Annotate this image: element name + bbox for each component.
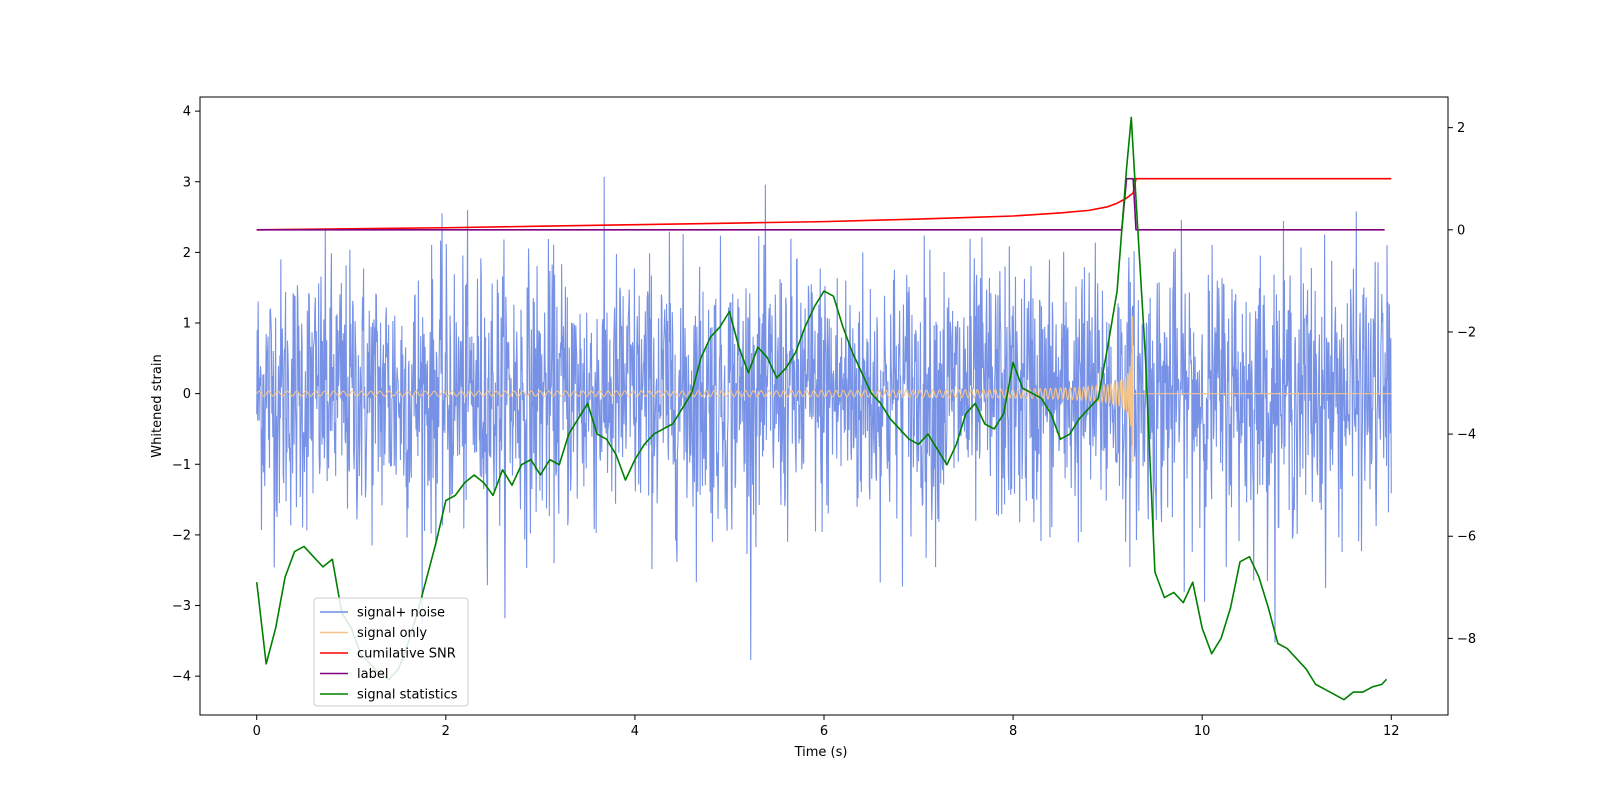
x-tick-label: 6: [820, 724, 828, 739]
legend-label: cumilative SNR: [357, 647, 456, 662]
y2-tick-label: −8: [1457, 632, 1476, 647]
x-tick-label: 4: [631, 724, 639, 739]
y2-tick-label: −2: [1457, 325, 1476, 340]
y2-tick-label: −4: [1457, 428, 1476, 443]
series-layer: [255, 116, 1392, 701]
series-signal-only: [256, 316, 1392, 462]
legend-label: signal statistics: [357, 688, 458, 703]
x-tick-label: 12: [1383, 724, 1400, 739]
series-cumulative-snr: [256, 177, 1392, 231]
y-tick-label: 3: [183, 175, 191, 190]
y-tick-label: 2: [183, 246, 191, 261]
x-tick-label: 2: [442, 724, 450, 739]
y-tick-label: 0: [183, 387, 191, 402]
legend-label: label: [357, 667, 388, 682]
legend-label: signal+ noise: [357, 606, 445, 621]
y-tick-label: 4: [183, 105, 191, 120]
y-tick-label: 1: [183, 317, 191, 332]
series-label: [256, 177, 1385, 231]
y-tick-label: −2: [172, 528, 191, 543]
y-tick-label: −1: [172, 458, 191, 473]
x-axis-label: Time (s): [794, 745, 848, 760]
series-signal-statistics: [255, 116, 1388, 701]
legend-box: [313, 597, 469, 707]
y-tick-label: −4: [172, 670, 191, 685]
series-signal-noise: [256, 176, 1392, 660]
y-axis-label: Whitened strain: [150, 354, 165, 457]
y2-tick-label: −6: [1457, 530, 1476, 545]
legend: signal+ noise signal only cumilative SNR la…: [313, 597, 469, 707]
x-tick-label: 10: [1194, 724, 1211, 739]
y2-tick-label: 0: [1457, 223, 1465, 238]
y-tick-label: −3: [172, 599, 191, 614]
x-tick-label: 0: [253, 724, 261, 739]
y2-tick-label: 2: [1457, 121, 1465, 136]
legend-label: signal only: [357, 626, 427, 641]
x-tick-label: 8: [1009, 724, 1017, 739]
